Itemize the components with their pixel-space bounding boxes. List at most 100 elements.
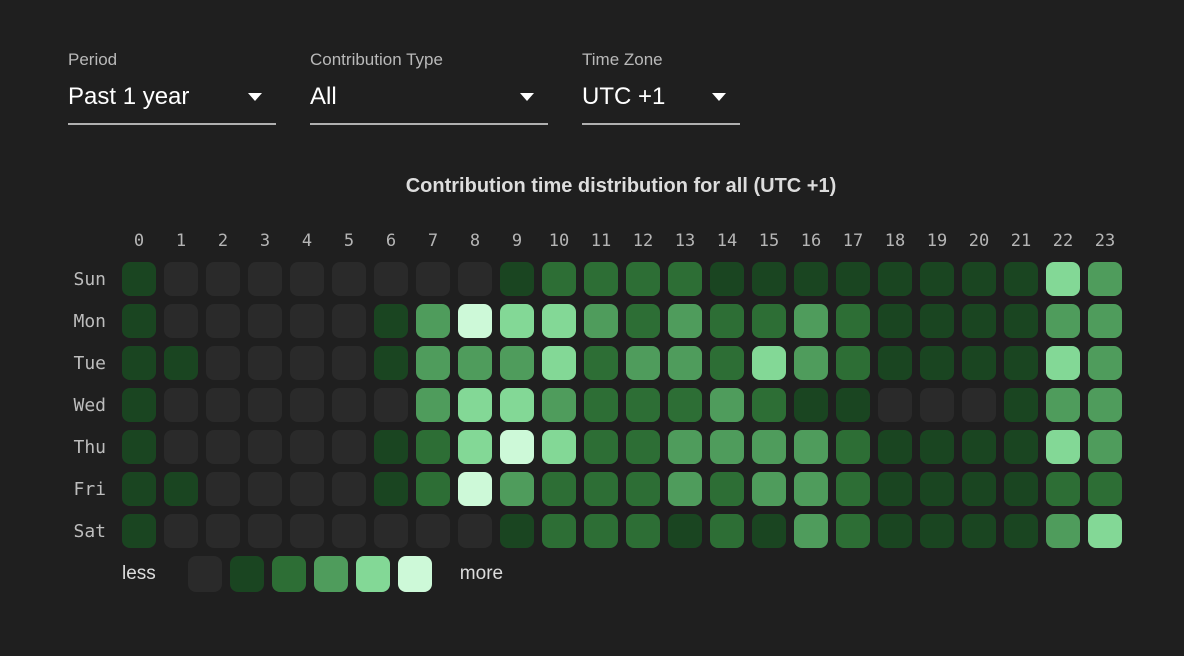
heatmap-cell bbox=[206, 388, 240, 422]
heatmap-cell bbox=[1046, 388, 1080, 422]
legend-more-label: more bbox=[459, 563, 504, 584]
heatmap-cell bbox=[122, 304, 156, 338]
heatmap-cell bbox=[290, 262, 324, 296]
heatmap-cell bbox=[920, 304, 954, 338]
heatmap-cell bbox=[794, 514, 828, 548]
heatmap-cell bbox=[206, 346, 240, 380]
heatmap-cell bbox=[416, 388, 450, 422]
hour-label: 17 bbox=[842, 231, 864, 251]
hour-label: 2 bbox=[217, 231, 229, 251]
heatmap-cell bbox=[290, 388, 324, 422]
heatmap-cell bbox=[542, 514, 576, 548]
hour-label: 0 bbox=[133, 231, 145, 251]
heatmap-cell bbox=[962, 388, 996, 422]
heatmap-cell bbox=[794, 262, 828, 296]
heatmap-cell bbox=[500, 346, 534, 380]
hour-label: 15 bbox=[758, 231, 780, 251]
hour-label: 9 bbox=[511, 231, 523, 251]
heatmap-cell bbox=[752, 346, 786, 380]
heatmap-cell bbox=[1088, 262, 1122, 296]
heatmap-cell bbox=[1046, 346, 1080, 380]
day-label: Fri bbox=[73, 478, 106, 500]
chevron-down-icon bbox=[712, 93, 726, 101]
heatmap-cell bbox=[206, 514, 240, 548]
heatmap-cell bbox=[164, 514, 198, 548]
contribution-type-dropdown[interactable]: All bbox=[310, 84, 548, 125]
heatmap-cell bbox=[626, 262, 660, 296]
heatmap-cell bbox=[1004, 472, 1038, 506]
time-zone-value: UTC +1 bbox=[582, 83, 666, 110]
hour-label: 23 bbox=[1094, 231, 1116, 251]
heatmap-cell bbox=[878, 388, 912, 422]
contribution-type-label: Contribution Type bbox=[310, 50, 443, 69]
heatmap-cell bbox=[962, 472, 996, 506]
heatmap-cell bbox=[626, 472, 660, 506]
heatmap-cell bbox=[290, 346, 324, 380]
heatmap-cell bbox=[122, 346, 156, 380]
heatmap-cell bbox=[1046, 514, 1080, 548]
hour-label: 8 bbox=[469, 231, 481, 251]
period-value: Past 1 year bbox=[68, 83, 190, 110]
heatmap-cell bbox=[290, 472, 324, 506]
heatmap-cell bbox=[290, 514, 324, 548]
legend-swatch bbox=[313, 556, 348, 592]
hour-label: 22 bbox=[1052, 231, 1074, 251]
heatmap-cell bbox=[1046, 304, 1080, 338]
heatmap-cell bbox=[794, 472, 828, 506]
heatmap-cell bbox=[1088, 304, 1122, 338]
heatmap-cell bbox=[626, 346, 660, 380]
heatmap-cell bbox=[1046, 262, 1080, 296]
heatmap-cell bbox=[332, 346, 366, 380]
heatmap-cell bbox=[752, 430, 786, 464]
heatmap-cell bbox=[836, 430, 870, 464]
heatmap-cell bbox=[710, 388, 744, 422]
heatmap-cell bbox=[416, 304, 450, 338]
heatmap-cell bbox=[878, 346, 912, 380]
heatmap-cell bbox=[836, 514, 870, 548]
period-filter: Period Past 1 year bbox=[68, 50, 276, 125]
period-label: Period bbox=[68, 50, 118, 69]
heatmap-cell bbox=[164, 346, 198, 380]
heatmap-cell bbox=[542, 430, 576, 464]
heatmap-cell bbox=[164, 430, 198, 464]
hour-label: 14 bbox=[716, 231, 738, 251]
heatmap-legend: less more bbox=[122, 556, 503, 592]
heatmap-cell bbox=[1088, 388, 1122, 422]
heatmap-cell bbox=[836, 346, 870, 380]
heatmap-cell bbox=[332, 262, 366, 296]
filter-bar: Period Past 1 year Contribution Type All… bbox=[68, 50, 740, 125]
heatmap-cell bbox=[1088, 472, 1122, 506]
hour-label: 13 bbox=[674, 231, 696, 251]
heatmap-cell bbox=[794, 430, 828, 464]
heatmap-cell bbox=[920, 262, 954, 296]
heatmap-cell bbox=[668, 388, 702, 422]
heatmap-cell bbox=[416, 262, 450, 296]
heatmap-cell bbox=[122, 262, 156, 296]
time-zone-filter: Time Zone UTC +1 bbox=[582, 50, 740, 125]
heatmap-cell bbox=[878, 304, 912, 338]
time-zone-dropdown[interactable]: UTC +1 bbox=[582, 84, 740, 125]
heatmap-cell bbox=[1004, 262, 1038, 296]
heatmap-cell bbox=[416, 430, 450, 464]
heatmap-cell bbox=[290, 304, 324, 338]
heatmap-cell bbox=[122, 514, 156, 548]
heatmap-cell bbox=[374, 472, 408, 506]
period-dropdown[interactable]: Past 1 year bbox=[68, 84, 276, 125]
hour-label: 12 bbox=[632, 231, 654, 251]
heatmap-cell bbox=[206, 262, 240, 296]
heatmap-cell bbox=[164, 472, 198, 506]
heatmap-cell bbox=[374, 430, 408, 464]
hour-label: 18 bbox=[884, 231, 906, 251]
heatmap-cell bbox=[416, 514, 450, 548]
day-label: Thu bbox=[73, 436, 106, 458]
day-label: Sun bbox=[73, 268, 106, 290]
heatmap-cell bbox=[374, 514, 408, 548]
heatmap-cell bbox=[584, 472, 618, 506]
heatmap-cell bbox=[668, 262, 702, 296]
heatmap-cell bbox=[584, 514, 618, 548]
heatmap-cell bbox=[542, 388, 576, 422]
contribution-type-value: All bbox=[310, 83, 337, 110]
heatmap-cell bbox=[458, 262, 492, 296]
heatmap-cell bbox=[206, 304, 240, 338]
